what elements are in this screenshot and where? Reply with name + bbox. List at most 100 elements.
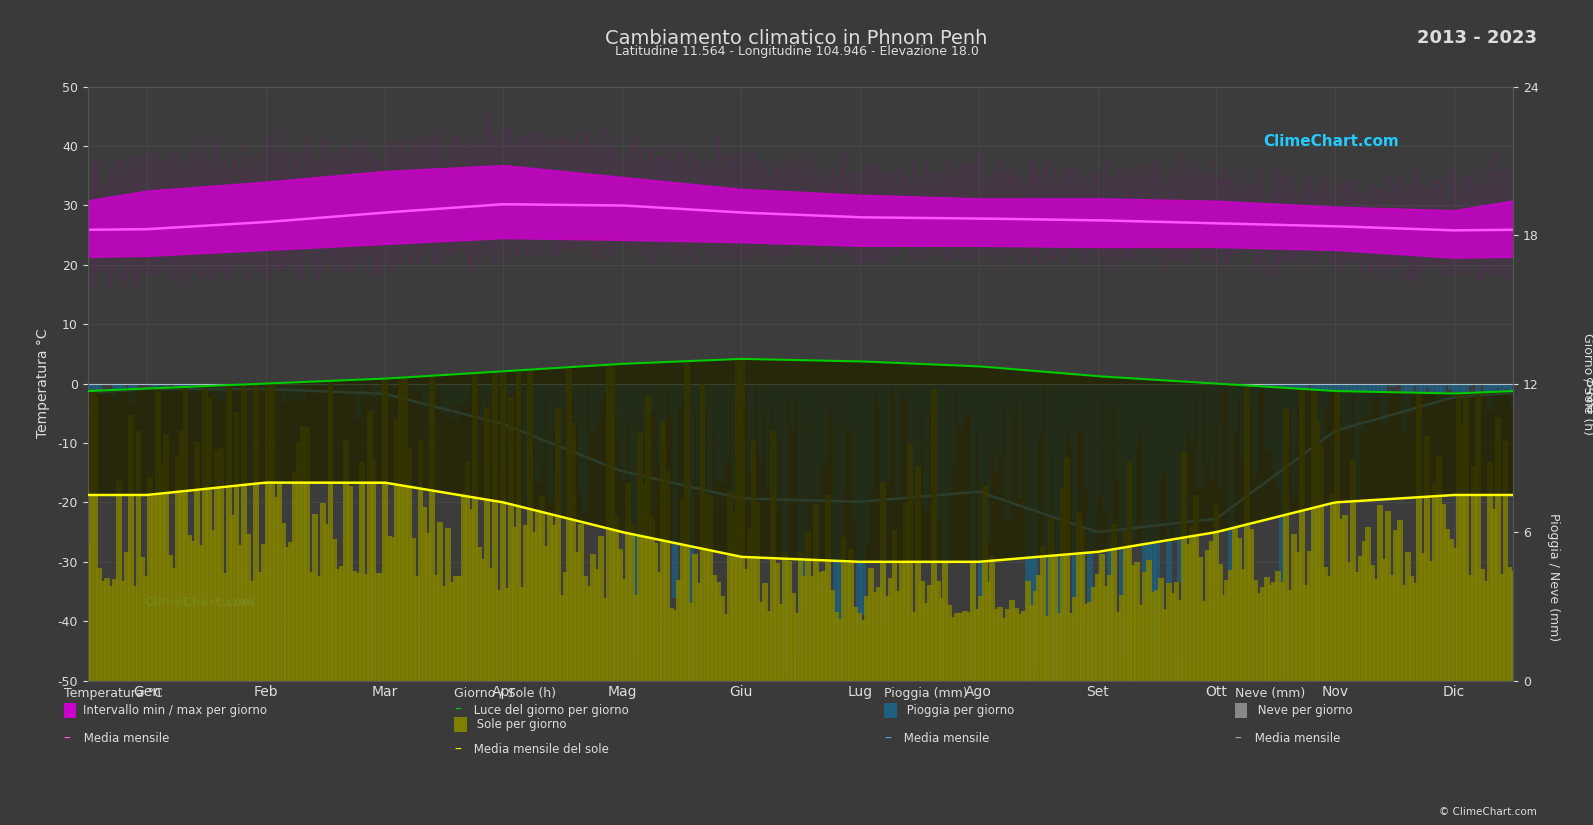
- Text: Pioggia (mm): Pioggia (mm): [884, 686, 967, 700]
- Bar: [393, 384, 400, 385]
- Bar: [492, 372, 499, 681]
- Bar: [256, 384, 263, 385]
- Bar: [441, 384, 448, 412]
- Bar: [401, 377, 408, 681]
- Bar: [844, 563, 851, 681]
- Text: Intervallo min / max per giorno: Intervallo min / max per giorno: [83, 704, 268, 717]
- Bar: [1233, 525, 1238, 681]
- Bar: [1118, 384, 1125, 659]
- Bar: [645, 395, 650, 681]
- Text: 0: 0: [1585, 377, 1593, 390]
- Bar: [793, 384, 800, 396]
- Bar: [857, 612, 862, 681]
- Bar: [1016, 384, 1023, 497]
- Bar: [1228, 570, 1235, 681]
- Bar: [1392, 384, 1399, 385]
- Bar: [1045, 384, 1050, 695]
- Text: 10: 10: [1585, 384, 1593, 397]
- Bar: [194, 384, 201, 388]
- Bar: [296, 384, 303, 389]
- Bar: [264, 384, 271, 385]
- Bar: [213, 384, 220, 398]
- Bar: [1217, 563, 1222, 681]
- Bar: [124, 552, 129, 681]
- Bar: [1241, 569, 1246, 681]
- Bar: [1190, 526, 1195, 681]
- Bar: [1032, 591, 1039, 681]
- Bar: [112, 578, 118, 681]
- Bar: [1193, 495, 1200, 681]
- Text: 20: 20: [1585, 390, 1593, 403]
- Bar: [704, 384, 709, 410]
- Bar: [331, 384, 338, 387]
- Bar: [903, 384, 910, 402]
- Bar: [1217, 384, 1222, 490]
- Bar: [1045, 616, 1050, 681]
- Bar: [1102, 586, 1109, 681]
- Bar: [707, 384, 714, 510]
- Bar: [755, 502, 760, 681]
- Bar: [433, 575, 440, 681]
- Text: ClimeChart.com: ClimeChart.com: [1263, 134, 1399, 149]
- Bar: [1459, 423, 1466, 681]
- Bar: [683, 361, 690, 681]
- Bar: [366, 411, 373, 681]
- Bar: [170, 568, 177, 681]
- Bar: [1072, 596, 1077, 681]
- Bar: [879, 384, 886, 623]
- Bar: [245, 384, 252, 387]
- Bar: [1247, 529, 1254, 681]
- Bar: [1378, 384, 1383, 398]
- Bar: [828, 590, 835, 681]
- Bar: [1429, 562, 1434, 681]
- Bar: [1335, 384, 1340, 396]
- Bar: [801, 384, 808, 604]
- Text: Pioggia / Neve (mm): Pioggia / Neve (mm): [1547, 513, 1560, 642]
- Bar: [962, 611, 969, 681]
- Bar: [1244, 384, 1251, 532]
- Bar: [285, 384, 290, 392]
- Text: –: –: [1235, 732, 1241, 745]
- Bar: [1486, 462, 1493, 681]
- Bar: [879, 482, 886, 681]
- Bar: [1413, 583, 1418, 681]
- Bar: [1384, 511, 1391, 681]
- Bar: [914, 466, 921, 681]
- Bar: [632, 384, 639, 652]
- Bar: [1161, 609, 1168, 681]
- Bar: [951, 384, 956, 467]
- Bar: [1051, 556, 1058, 681]
- Text: Giorno / Sole (h): Giorno / Sole (h): [454, 686, 556, 700]
- Bar: [288, 542, 295, 681]
- Bar: [578, 525, 585, 681]
- Bar: [637, 433, 644, 681]
- Bar: [479, 559, 486, 681]
- Bar: [801, 576, 808, 681]
- Text: –: –: [454, 704, 460, 717]
- Bar: [449, 384, 456, 404]
- Bar: [989, 554, 996, 681]
- Bar: [1064, 458, 1070, 681]
- Bar: [1096, 384, 1101, 497]
- Bar: [785, 384, 792, 399]
- Bar: [1247, 384, 1254, 408]
- Bar: [1502, 441, 1509, 681]
- Bar: [1341, 384, 1348, 434]
- Bar: [769, 431, 776, 681]
- Bar: [484, 384, 491, 396]
- Bar: [84, 543, 91, 681]
- Bar: [253, 384, 260, 681]
- Bar: [922, 603, 929, 681]
- Bar: [1064, 384, 1070, 427]
- Bar: [833, 384, 838, 624]
- Bar: [1507, 384, 1512, 390]
- Bar: [167, 555, 172, 681]
- Bar: [210, 530, 217, 681]
- Bar: [1059, 384, 1066, 620]
- Bar: [1472, 466, 1477, 681]
- Bar: [1048, 518, 1055, 681]
- Bar: [1102, 384, 1109, 511]
- Bar: [1373, 384, 1380, 393]
- Bar: [495, 384, 502, 394]
- Bar: [712, 384, 717, 428]
